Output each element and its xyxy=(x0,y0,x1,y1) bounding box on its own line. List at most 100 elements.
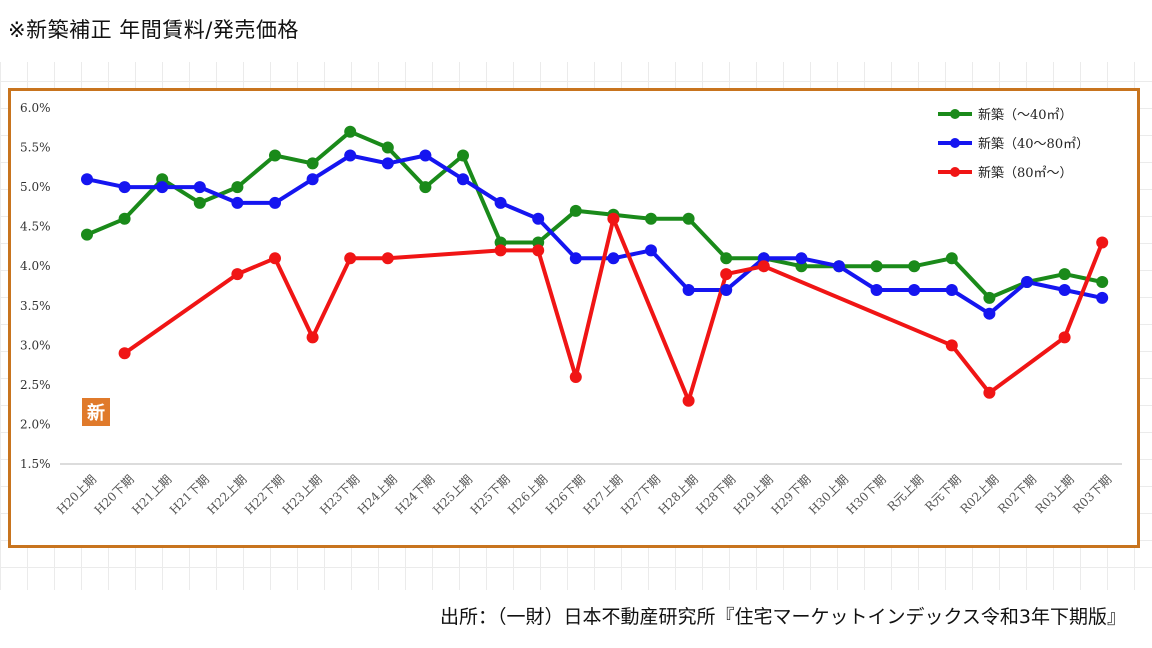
data-point-series-2 xyxy=(720,268,733,281)
data-point-series-0 xyxy=(983,291,996,304)
x-tick-label: H29上期 xyxy=(731,472,776,517)
x-tick-label: H22上期 xyxy=(204,472,249,517)
data-point-series-1 xyxy=(607,252,620,265)
x-tick-label: H21上期 xyxy=(129,472,174,517)
x-tick-label: H27上期 xyxy=(580,472,625,517)
data-point-series-0 xyxy=(344,125,357,138)
data-point-series-1 xyxy=(494,196,507,209)
chart-frame xyxy=(8,88,1140,548)
data-point-series-1 xyxy=(1021,276,1033,289)
data-point-series-1 xyxy=(193,181,206,194)
data-point-series-1 xyxy=(81,173,93,186)
data-point-series-0 xyxy=(231,181,244,194)
y-tick-label: 4.5% xyxy=(20,220,51,234)
x-tick-label: R02下期 xyxy=(995,472,1039,516)
y-tick-label: 3.0% xyxy=(20,338,51,352)
data-point-series-1 xyxy=(645,244,657,257)
data-point-series-0 xyxy=(908,260,921,273)
data-point-series-2 xyxy=(569,370,582,383)
y-tick-label: 5.5% xyxy=(20,141,51,155)
source-caption: 出所：（一財）日本不動産研究所『住宅マーケットインデックス令和3年下期版』 xyxy=(439,606,1126,628)
data-point-series-0 xyxy=(457,149,469,162)
data-point-series-1 xyxy=(945,283,958,296)
x-tick-label: H28上期 xyxy=(656,472,701,517)
data-point-series-0 xyxy=(193,196,206,209)
x-tick-label: R03下期 xyxy=(1070,472,1114,516)
x-tick-label: H21下期 xyxy=(167,472,212,517)
x-tick-label: H30下期 xyxy=(844,472,889,517)
data-point-series-1 xyxy=(457,173,469,186)
y-tick-label: 2.0% xyxy=(20,417,51,431)
data-point-series-0 xyxy=(1096,276,1109,289)
data-point-series-1 xyxy=(833,260,845,273)
data-point-series-1 xyxy=(231,196,244,209)
data-point-series-0 xyxy=(118,212,131,225)
data-point-series-2 xyxy=(269,252,281,265)
data-point-series-0 xyxy=(645,212,657,225)
page-title: ※新築補正 年間賃料/発売価格 xyxy=(8,18,299,42)
y-tick-label: 5.0% xyxy=(20,180,51,194)
x-tick-label: R02上期 xyxy=(957,472,1001,516)
data-point-series-1 xyxy=(870,283,883,296)
data-point-series-2 xyxy=(945,339,958,352)
x-tick-label: R03上期 xyxy=(1033,472,1077,516)
footer-area xyxy=(0,590,1152,648)
x-tick-label: H28下期 xyxy=(693,472,738,517)
data-point-series-1 xyxy=(306,173,319,186)
x-tick-label: H25下期 xyxy=(468,472,513,517)
x-tick-label: H24下期 xyxy=(392,472,437,517)
data-point-series-0 xyxy=(682,212,695,225)
header-area xyxy=(0,0,1152,62)
data-point-series-1 xyxy=(720,283,733,296)
data-point-series-0 xyxy=(569,204,582,217)
data-point-series-2 xyxy=(381,252,394,265)
data-point-series-2 xyxy=(757,260,770,273)
data-point-series-0 xyxy=(870,260,883,273)
data-point-series-1 xyxy=(795,252,808,265)
data-point-series-1 xyxy=(682,283,695,296)
new-construction-badge: 新 xyxy=(82,398,110,426)
series-line-1 xyxy=(86,153,1103,316)
x-tick-label: H22下期 xyxy=(242,472,287,517)
data-point-series-2 xyxy=(682,394,695,407)
data-point-series-0 xyxy=(419,181,432,194)
data-point-series-1 xyxy=(344,149,357,162)
x-tick-label: H20上期 xyxy=(54,472,99,517)
data-point-series-0 xyxy=(306,157,319,170)
data-point-series-1 xyxy=(269,196,281,209)
x-tick-label: H26上期 xyxy=(505,472,550,517)
data-point-series-1 xyxy=(381,157,394,170)
legend-marker xyxy=(950,167,960,177)
x-tick-label: H23上期 xyxy=(280,472,325,517)
data-point-series-2 xyxy=(494,244,507,257)
data-point-series-2 xyxy=(306,331,319,344)
data-point-series-0 xyxy=(381,141,394,154)
x-tick-label: H24上期 xyxy=(355,472,400,517)
y-tick-label: 6.0% xyxy=(20,101,51,115)
x-tick-label: H29下期 xyxy=(768,472,813,517)
data-point-series-1 xyxy=(156,181,169,194)
y-tick-label: 3.5% xyxy=(20,299,51,313)
y-tick-label: 4.0% xyxy=(20,259,51,273)
data-point-series-0 xyxy=(81,228,93,241)
x-tick-label: R元上期 xyxy=(885,472,927,514)
data-point-series-0 xyxy=(1058,268,1071,281)
data-point-series-0 xyxy=(269,149,281,162)
data-point-series-1 xyxy=(983,307,996,320)
data-point-series-0 xyxy=(945,252,958,265)
data-point-series-2 xyxy=(607,212,620,225)
data-point-series-2 xyxy=(1058,331,1071,344)
x-tick-label: H27下期 xyxy=(618,472,663,517)
series-line-2 xyxy=(123,216,1105,403)
data-point-series-1 xyxy=(118,181,131,194)
data-point-series-1 xyxy=(419,149,432,162)
data-point-series-2 xyxy=(231,268,244,281)
data-point-series-1 xyxy=(569,252,582,265)
x-tick-label: H20下期 xyxy=(92,472,137,517)
data-point-series-1 xyxy=(1096,291,1109,304)
data-point-series-2 xyxy=(532,244,545,257)
data-point-series-2 xyxy=(983,386,996,399)
data-point-series-0 xyxy=(720,252,733,265)
x-tick-label: H25上期 xyxy=(430,472,475,517)
data-point-series-1 xyxy=(1058,283,1071,296)
